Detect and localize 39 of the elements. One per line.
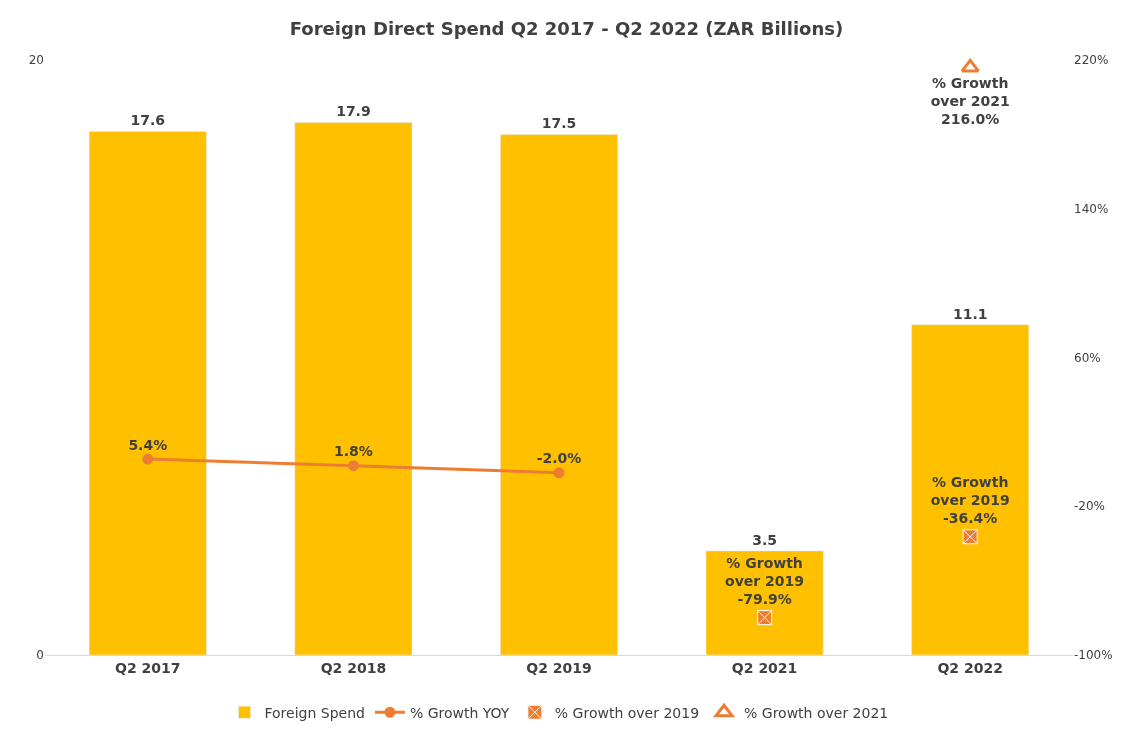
- data-label: % Growth over 2021 216.0%: [930, 74, 1010, 128]
- point: [960, 58, 980, 73]
- bar: [294, 122, 413, 655]
- chart-title: Foreign Direct Spend Q2 2017 - Q2 2022 (ZAR Billions): [289, 17, 844, 39]
- data-label: 17.6: [130, 112, 166, 129]
- data-label: 5.4%: [128, 436, 168, 453]
- y2-tick-label: 60%: [1074, 350, 1101, 365]
- legend-label: % Growth over 2021: [744, 704, 889, 721]
- y2-tick-label: 220%: [1074, 53, 1109, 68]
- bar: [705, 550, 824, 655]
- point: [962, 529, 978, 545]
- legend-label: % Growth over 2019: [554, 704, 700, 721]
- data-label: 17.9: [336, 103, 371, 120]
- y-tick-label: 0: [36, 648, 44, 663]
- legend-label: Foreign Spend: [264, 704, 365, 721]
- data-label: 17.5: [541, 115, 577, 132]
- legend-label: % Growth YOY: [409, 704, 510, 721]
- point: [757, 610, 773, 626]
- x-tick-label: Q2 2019: [526, 659, 592, 676]
- point: [142, 453, 154, 465]
- x-tick-label: Q2 2017: [115, 659, 181, 676]
- point: [347, 460, 359, 472]
- point: [553, 467, 565, 479]
- data-label: % Growth over 2019 -36.4%: [930, 474, 1010, 527]
- data-label: 11.1: [952, 305, 988, 322]
- y2-tick-label: 140%: [1074, 201, 1109, 216]
- data-label: -2.0%: [536, 450, 582, 467]
- data-label: 1.8%: [333, 443, 373, 460]
- y2-tick-label: -100%: [1074, 648, 1113, 663]
- data-label: 3.5: [752, 531, 778, 548]
- x-tick-label: Q2 2021: [731, 659, 798, 676]
- bar: [500, 134, 618, 655]
- x-tick-label: Q2 2022: [937, 659, 1003, 676]
- y-tick-label: 20: [28, 53, 44, 68]
- y2-tick-label: -20%: [1074, 499, 1106, 514]
- x-tick-label: Q2 2018: [320, 659, 387, 676]
- bar: [88, 131, 207, 655]
- bar: [911, 324, 1030, 655]
- data-label: % Growth over 2019 -79.9%: [725, 554, 805, 608]
